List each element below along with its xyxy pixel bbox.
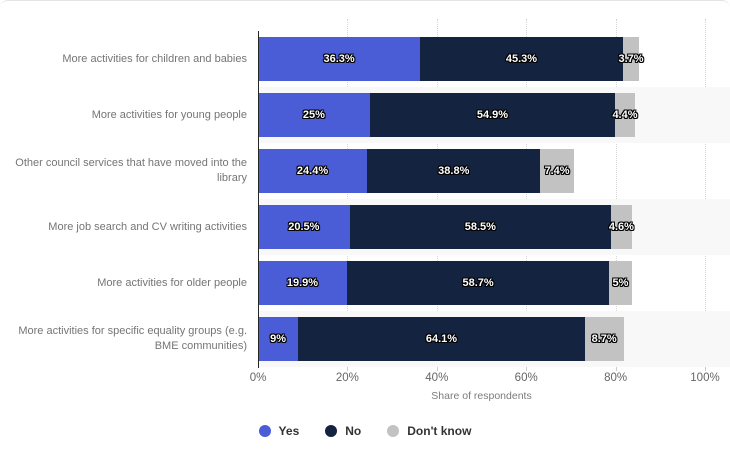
legend-item-yes[interactable]: Yes <box>258 424 300 438</box>
bar-segment-don-t-know: 3.7% <box>618 37 644 81</box>
legend-label: Don't know <box>407 424 472 438</box>
chart-row: More activities for specific equality gr… <box>0 311 730 367</box>
x-tick-label: 80% <box>604 372 628 384</box>
stacked-bar: 9% 64.1% 8.7% <box>258 317 624 361</box>
value-label: 4.4% <box>612 109 638 121</box>
bar-track: 9% 64.1% 8.7% <box>258 311 730 367</box>
value-label: 9% <box>270 333 287 345</box>
stacked-bar: 25% 54.9% 4.4% <box>258 93 638 137</box>
stacked-bar: 20.5% 58.5% 4.6% <box>258 205 634 249</box>
category-label: More activities for children and babies <box>62 52 247 65</box>
value-label: 58.5% <box>464 221 496 233</box>
bar-segment-no: 58.5% <box>349 205 612 249</box>
value-label: 4.6% <box>608 221 634 233</box>
value-label: 5% <box>612 277 629 289</box>
category-label: More activities for older people <box>97 276 247 289</box>
x-axis-labels: 0% 20% 40% 60% 80% 100% <box>250 372 730 386</box>
bar-segment-no: 54.9% <box>369 93 616 137</box>
x-tick-label: 60% <box>514 372 538 384</box>
legend-swatch-icon <box>258 425 271 437</box>
legend-swatch-icon <box>325 425 338 437</box>
value-label: 8.7% <box>591 333 617 345</box>
y-axis-line <box>258 31 259 368</box>
legend-label: Yes <box>278 424 300 438</box>
bar-segment-no: 38.8% <box>367 149 541 193</box>
bar-track: 36.3% 45.3% 3.7% <box>258 31 730 87</box>
x-tick <box>615 367 617 371</box>
x-tick <box>347 367 349 371</box>
bar-track: 19.9% 58.7% 5% <box>258 255 730 311</box>
x-tick-label: 40% <box>425 372 449 384</box>
category-label: More activities for specific equality gr… <box>18 325 247 352</box>
bar-segment-don-t-know: 7.4% <box>540 149 574 193</box>
x-tick <box>705 367 706 371</box>
bar-track: 20.5% 58.5% 4.6% <box>258 199 730 255</box>
category-label: More activities for young people <box>91 108 247 121</box>
legend-swatch-icon <box>387 425 400 437</box>
value-label: 45.3% <box>505 53 538 65</box>
bar-track: 24.4% 38.8% 7.4% <box>258 143 730 199</box>
value-label: 20.5% <box>288 221 320 233</box>
x-tick <box>526 367 528 371</box>
x-tick-label: 20% <box>335 372 359 384</box>
bar-segment-no: 45.3% <box>420 37 623 81</box>
bar-segment-don-t-know: 5% <box>609 261 632 305</box>
value-label: 7.4% <box>544 165 570 177</box>
value-label: 3.7% <box>618 53 644 65</box>
chart-row: More job search and CV writing activitie… <box>0 199 730 255</box>
legend-item-no[interactable]: No <box>325 424 361 438</box>
bar-segment-don-t-know: 4.4% <box>612 93 638 137</box>
value-label: 58.7% <box>462 277 494 289</box>
value-label: 54.9% <box>476 109 509 121</box>
bar-segment-yes: 24.4% <box>258 149 368 193</box>
chart-row: More activities for older people 19.9% 58.… <box>0 255 730 311</box>
rows: More activities for children and babies 3… <box>0 31 730 367</box>
value-label: 64.1% <box>425 333 458 345</box>
chart-row: More activities for young people 25% 54.9%… <box>0 87 730 143</box>
value-label: 36.3% <box>323 53 355 65</box>
stacked-bar: 24.4% 38.8% 7.4% <box>258 149 574 193</box>
bar-segment-yes: 9% <box>258 317 299 361</box>
chart-row: More activities for children and babies 3… <box>0 31 730 87</box>
bar-segment-no: 64.1% <box>298 317 585 361</box>
x-tick-label: 100% <box>690 372 720 384</box>
value-label: 24.4% <box>296 165 329 177</box>
category-label: Other council services that have moved i… <box>15 157 247 184</box>
chart-row: Other council services that have moved i… <box>0 143 730 199</box>
bar-segment-yes: 19.9% <box>258 261 347 305</box>
x-tick <box>436 367 438 371</box>
bar-segment-no: 58.7% <box>346 261 610 305</box>
value-label: 38.8% <box>438 165 470 177</box>
legend-item-don-t-know[interactable]: Don't know <box>387 424 471 438</box>
bar-segment-yes: 20.5% <box>258 205 350 249</box>
bar-segment-yes: 36.3% <box>258 37 421 81</box>
bar-segment-yes: 25% <box>258 93 370 137</box>
bar-segment-don-t-know: 8.7% <box>584 317 624 361</box>
legend-label: No <box>345 424 362 438</box>
legend: Yes No Don't know <box>0 424 730 438</box>
stacked-bar: 36.3% 45.3% 3.7% <box>258 37 644 81</box>
bar-segment-don-t-know: 4.6% <box>608 205 634 249</box>
x-axis-title: Share of respondents <box>431 390 532 402</box>
value-label: 19.9% <box>286 277 319 289</box>
bar-track: 25% 54.9% 4.4% <box>258 87 730 143</box>
stacked-bar: 19.9% 58.7% 5% <box>258 261 632 305</box>
category-label: More job search and CV writing activitie… <box>48 220 247 233</box>
x-tick-label: 0% <box>249 372 267 384</box>
value-label: 25% <box>302 109 325 121</box>
